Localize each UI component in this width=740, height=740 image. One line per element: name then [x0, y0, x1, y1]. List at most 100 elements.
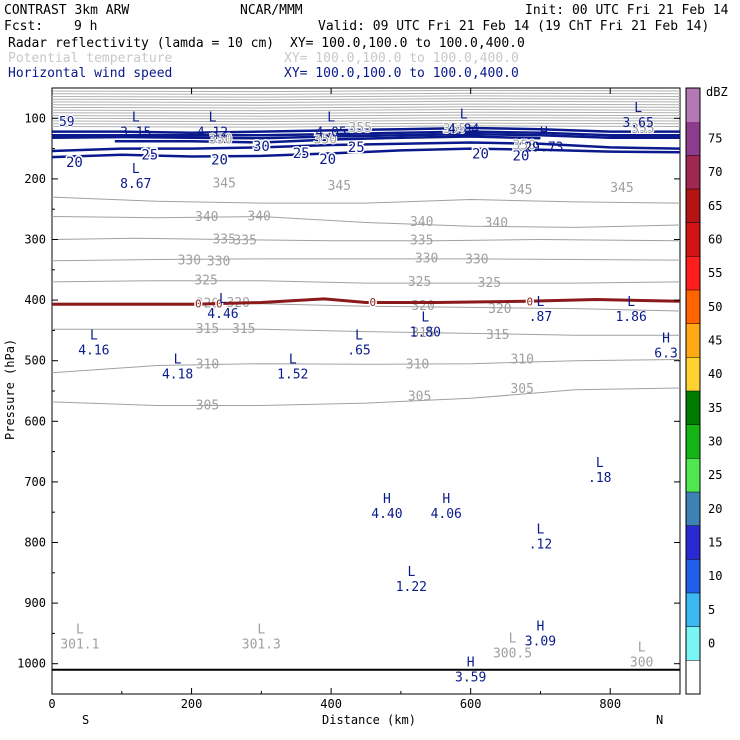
theta-label: 335	[233, 234, 256, 249]
theta-top-line	[51, 117, 681, 120]
colorbar-bin	[686, 222, 700, 257]
extremum-type: L	[257, 622, 265, 637]
colorbar-label: 70	[708, 165, 722, 179]
theta-label: 345	[328, 179, 351, 194]
wind-contour-20	[51, 147, 681, 159]
y-tick-label: 800	[24, 536, 46, 550]
theta-top-line	[51, 98, 681, 101]
extremum-value: 301.3	[242, 637, 281, 652]
theta-top-line	[51, 100, 681, 104]
extremum-type: H	[383, 492, 391, 507]
colorbar-label: 0	[708, 637, 715, 651]
extremum-value: 4.12	[197, 125, 228, 140]
source-label: NCAR/MMM	[240, 3, 303, 18]
theta-label: 315	[486, 328, 509, 343]
extremum-type: L	[638, 641, 646, 656]
field-3-name: Horizontal wind speed	[8, 66, 172, 81]
extremum-value: 1.80	[410, 325, 441, 340]
x-tick-label: 0	[48, 697, 55, 711]
colorbar-label: 35	[708, 401, 722, 415]
x-end-left: S	[82, 713, 89, 727]
wind-label: 25	[141, 148, 158, 164]
theta-top-line	[51, 119, 681, 123]
y-tick-label: 500	[24, 354, 46, 368]
extremum-value: 4.06	[431, 507, 462, 522]
colorbar: 0 5 10 15 20 25 30 35 40 45 50 55 60 65 70 75	[685, 87, 722, 695]
extremum-value: 4.46	[207, 307, 238, 322]
top-label: 59	[59, 115, 75, 130]
theta-line-310	[51, 359, 681, 374]
colorbar-label: 10	[708, 569, 722, 583]
theta-label: 330	[178, 254, 201, 269]
theta-label: 335	[410, 234, 433, 249]
extremum-value: 8.67	[120, 177, 151, 192]
colorbar-label: 60	[708, 233, 722, 247]
extremum-value: 4.84	[448, 122, 479, 137]
colorbar-unit: dBZ	[706, 85, 728, 99]
theta-label: 315	[196, 322, 219, 337]
theta-label: 305	[196, 399, 219, 414]
extremum-value: .18	[588, 471, 611, 486]
theta-top-line	[51, 108, 681, 112]
extremum-type: L	[421, 310, 429, 325]
extremum-type: L	[634, 101, 642, 116]
theta-line-345	[51, 196, 681, 204]
colorbar-bin	[686, 256, 700, 290]
theta-top-line	[51, 89, 681, 93]
colorbar-bin	[686, 660, 700, 694]
theta-top-line	[51, 106, 681, 109]
valid-time: Valid: 09 UTC Fri 21 Feb 14 (19 ChT Fri …	[318, 19, 709, 34]
extremum-value: 1.86	[615, 310, 646, 325]
colorbar-bin	[686, 189, 700, 223]
x-end-right: N	[656, 713, 663, 727]
x-tick-label: 200	[181, 697, 203, 711]
colorbar-label: 30	[708, 435, 722, 449]
theta-top-line	[51, 122, 681, 125]
fcst-label: Fcst:	[4, 19, 43, 34]
colorbar-bin	[686, 492, 700, 526]
top-label: 350	[513, 139, 536, 154]
top-label: 355	[349, 121, 372, 136]
colorbar-bin	[686, 323, 700, 358]
colorbar-bin	[686, 88, 700, 122]
theta-top-line	[51, 114, 681, 117]
extremum-type: L	[460, 107, 468, 122]
theta-label: 330	[207, 254, 230, 269]
zero-line-label: 0	[369, 296, 376, 309]
theta-label: 310	[196, 357, 219, 372]
extremum-type: L	[209, 110, 217, 125]
theta-label: 310	[510, 352, 533, 367]
colorbar-bin	[686, 155, 700, 189]
extremum-value: 4.18	[162, 368, 193, 383]
extremum-type: L	[219, 292, 227, 307]
field-2-name: Potential temperature	[8, 51, 173, 66]
extremum-type: L	[76, 622, 84, 637]
wind-label: 20	[472, 146, 489, 162]
theta-line-315	[52, 328, 680, 336]
theta-top-line	[51, 111, 681, 115]
field-2-xy: XY= 100.0,100.0 to 100.0,400.0	[284, 51, 519, 66]
theta-label: 340	[195, 210, 218, 225]
colorbar-bin	[686, 525, 700, 560]
theta-label: 305	[510, 382, 533, 397]
extremum-type: H	[467, 656, 475, 671]
theta-label: 340	[485, 216, 508, 231]
wind-top-contour	[51, 132, 680, 140]
extremum-value: 3.15	[120, 125, 151, 140]
field-1-xy: XY= 100.0,100.0 to 100.0,400.0	[290, 36, 525, 51]
colorbar-label: 55	[708, 266, 722, 280]
theta-label: 315	[411, 326, 434, 341]
extremum-value: 6.3	[654, 347, 677, 362]
extremum-type: H	[540, 125, 548, 140]
colorbar-bin	[686, 626, 700, 661]
colorbar-bin	[686, 593, 700, 627]
top-label: 355	[631, 122, 654, 137]
theta-label: 340	[410, 215, 433, 230]
zero-line	[52, 297, 681, 306]
extremum-type: H	[442, 492, 450, 507]
field-1-name: Radar reflectivity (lamda = 10 cm)	[8, 36, 274, 51]
theta-line-340	[51, 215, 681, 228]
theta-label: 340	[247, 209, 270, 224]
zero-line-label: 0	[526, 295, 533, 308]
